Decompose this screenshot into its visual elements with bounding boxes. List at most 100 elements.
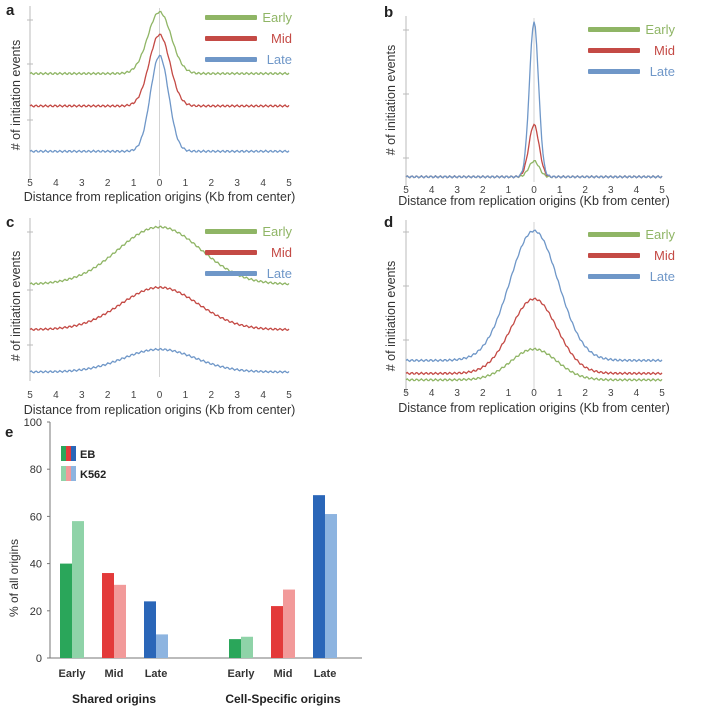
x-tick-label-d-2: 3 <box>454 388 460 399</box>
legend-swatch-a-late <box>205 57 257 62</box>
legend-label-eb: EB <box>80 449 95 461</box>
y-tick-label-e-3: 60 <box>30 511 42 523</box>
bar-eb-1-late <box>313 495 325 658</box>
x-tick-label-a-6: 1 <box>183 178 189 189</box>
x-tick-label-d-4: 1 <box>506 388 512 399</box>
x-tick-label-b-1: 4 <box>429 185 435 196</box>
legend-swatch-a-mid <box>205 36 257 41</box>
bar-k562-0-early <box>72 521 84 658</box>
series-line-a-mid <box>29 33 290 108</box>
series-line-b-late <box>405 21 663 179</box>
legend-swatch-d-early <box>588 232 640 237</box>
legend-label-c-mid: Mid <box>271 245 292 260</box>
x-tick-label-c-3: 2 <box>105 390 111 401</box>
series-line-c-early <box>29 225 290 286</box>
legend-label-b-late: Late <box>650 64 675 79</box>
x-category-label-0-mid: Mid <box>105 668 124 680</box>
y-axis-label-e: % of all origins <box>7 539 21 617</box>
x-tick-label-a-0: 5 <box>27 178 33 189</box>
legend-swatch-eb-green <box>61 446 66 461</box>
x-category-label-0-early: Early <box>59 668 87 680</box>
y-axis-label-d: # of initiation events <box>384 261 398 372</box>
legend-swatch-b-early <box>588 27 640 32</box>
y-tick-label-e-5: 100 <box>24 417 42 429</box>
x-tick-label-c-7: 2 <box>209 390 215 401</box>
x-tick-label-d-3: 2 <box>480 388 486 399</box>
x-tick-label-d-6: 1 <box>557 388 563 399</box>
legend-swatch-k562-green <box>61 466 66 481</box>
x-category-label-1-mid: Mid <box>274 668 293 680</box>
x-tick-label-b-0: 5 <box>403 185 409 196</box>
x-axis-label-b: Distance from replication origins (Kb fr… <box>398 194 670 208</box>
x-tick-label-b-2: 3 <box>454 185 460 196</box>
legend-label-a-late: Late <box>267 52 292 67</box>
bar-eb-1-mid <box>271 606 283 658</box>
x-tick-label-c-1: 4 <box>53 390 59 401</box>
legend-swatch-eb-red <box>66 446 71 461</box>
legend-label-c-late: Late <box>267 266 292 281</box>
y-tick-label-e-1: 20 <box>30 606 42 618</box>
x-axis-label-c: Distance from replication origins (Kb fr… <box>24 403 296 417</box>
legend-swatch-c-mid <box>205 250 257 255</box>
x-tick-label-b-6: 1 <box>557 185 563 196</box>
panel-b-letter: b <box>384 4 394 21</box>
series-line-d-early <box>405 347 663 382</box>
bar-k562-0-mid <box>114 584 126 658</box>
series-line-d-mid <box>405 297 663 376</box>
x-axis-label-d: Distance from replication origins (Kb fr… <box>398 401 670 415</box>
legend-swatch-c-late <box>205 271 257 276</box>
x-tick-label-c-2: 3 <box>79 390 85 401</box>
legend-swatch-b-mid <box>588 48 640 53</box>
x-tick-label-a-5: 0 <box>157 178 163 189</box>
x-tick-label-b-7: 2 <box>582 185 588 196</box>
x-tick-label-b-9: 4 <box>634 185 640 196</box>
x-tick-label-d-9: 4 <box>634 388 640 399</box>
x-tick-label-b-8: 3 <box>608 185 614 196</box>
legend-swatch-b-late <box>588 69 640 74</box>
chart-d: 5 4 3 2 1 0 1 2 3 4 5 Distance from replication ori… <box>384 220 675 415</box>
legend-swatch-c-early <box>205 229 257 234</box>
x-tick-label-d-5: 0 <box>531 388 537 399</box>
panel-a-letter: a <box>6 2 15 19</box>
x-tick-label-a-1: 4 <box>53 178 59 189</box>
legend-label-d-mid: Mid <box>654 248 675 263</box>
y-tick-label-e-4: 80 <box>30 464 42 476</box>
x-tick-label-c-0: 5 <box>27 390 33 401</box>
x-category-label-0-late: Late <box>145 668 168 680</box>
x-tick-label-c-8: 3 <box>234 390 240 401</box>
series-line-a-late <box>29 54 290 154</box>
legend-swatch-eb-blue <box>71 446 76 461</box>
x-tick-label-c-5: 0 <box>157 390 163 401</box>
x-tick-label-a-2: 3 <box>79 178 85 189</box>
x-tick-label-a-8: 3 <box>234 178 240 189</box>
panel-d-letter: d <box>384 214 394 231</box>
chart-c: 5 4 3 2 1 0 1 2 3 4 5 Distance from replication ori… <box>9 218 295 417</box>
y-axis-label-a: # of initiation events <box>9 40 23 151</box>
legend-swatch-k562-blue <box>71 466 76 481</box>
bar-eb-0-late <box>144 601 156 658</box>
y-tick-label-e-2: 40 <box>30 559 42 571</box>
legend-label-b-early: Early <box>645 22 675 37</box>
y-axis-label-c: # of initiation events <box>9 251 23 362</box>
chart-e: 0 20 40 60 80 100 % of all origins Early Mid Late… <box>7 417 362 706</box>
panel-e-letter: e <box>5 424 14 441</box>
bar-eb-0-early <box>60 563 72 658</box>
x-tick-label-b-4: 1 <box>506 185 512 196</box>
x-category-label-1-early: Early <box>228 668 256 680</box>
x-tick-label-d-1: 4 <box>429 388 435 399</box>
x-tick-label-c-4: 1 <box>131 390 137 401</box>
x-tick-label-a-10: 5 <box>286 178 292 189</box>
x-tick-label-a-7: 2 <box>209 178 215 189</box>
x-category-label-1-late: Late <box>314 668 337 680</box>
x-tick-label-b-10: 5 <box>659 185 665 196</box>
legend-label-a-mid: Mid <box>271 31 292 46</box>
legend-swatch-d-late <box>588 274 640 279</box>
legend-label-d-early: Early <box>645 227 675 242</box>
x-tick-label-b-3: 2 <box>480 185 486 196</box>
legend-swatch-k562-red <box>66 466 71 481</box>
x-tick-label-d-8: 3 <box>608 388 614 399</box>
bar-k562-0-late <box>156 634 168 658</box>
